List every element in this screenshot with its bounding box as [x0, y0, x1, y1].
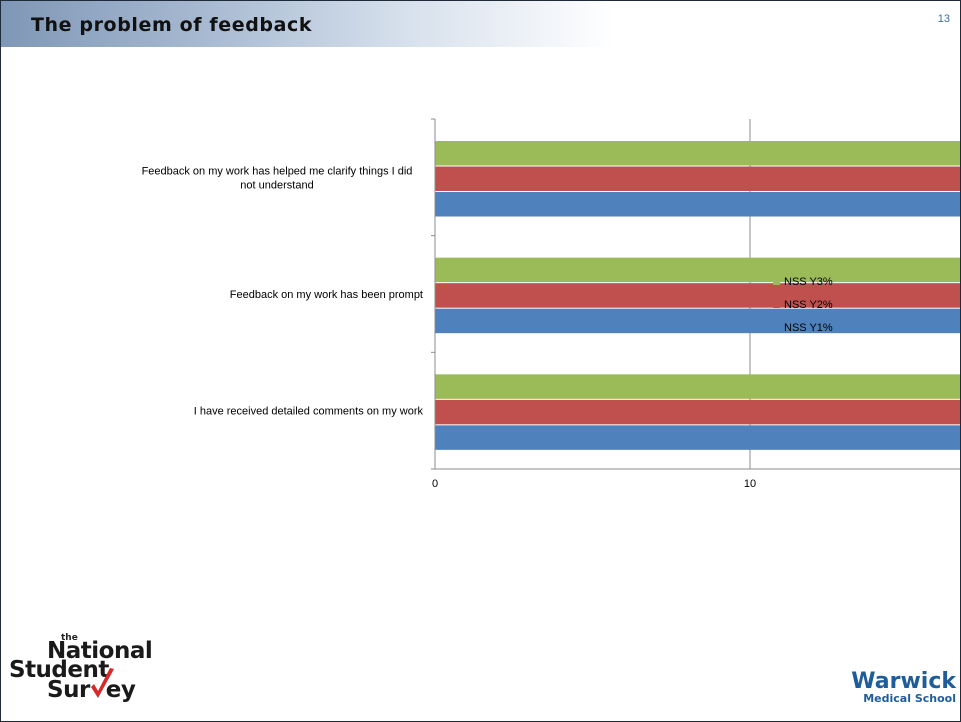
bar	[435, 192, 960, 217]
red-check-icon	[91, 668, 114, 698]
legend-swatch	[773, 301, 780, 308]
x-tick-label: 10	[744, 478, 756, 490]
nss-logo-national: National	[47, 638, 153, 664]
legend-entry: NSS Y1%	[784, 322, 833, 334]
legend-swatch	[773, 324, 780, 331]
bar	[435, 399, 960, 425]
nss-logo-student: Student	[9, 657, 109, 683]
category-label: I have received detailed comments on my …	[194, 406, 424, 418]
nss-logo-survey: Sur ey	[47, 677, 136, 703]
nss-logo-the: the	[61, 633, 78, 643]
slide-number: 13	[937, 13, 950, 25]
bar	[435, 257, 960, 283]
medical-school-logo-text: Medical School	[863, 692, 956, 705]
legend-entry: NSS Y3%	[784, 276, 833, 288]
nss-logo-ey: ey	[105, 677, 136, 703]
national-student-survey-logo: the National Student Sur ey	[9, 633, 159, 711]
bar	[435, 425, 960, 450]
slide-header: The problem of feedback 13	[1, 1, 960, 47]
warwick-medical-school-logo: Warwick Medical School	[851, 671, 956, 705]
bar	[435, 141, 960, 166]
bar	[435, 283, 960, 308]
nss-logo-sur: Sur	[47, 677, 90, 703]
bar	[435, 308, 960, 334]
legend-swatch	[773, 278, 780, 285]
warwick-logo-text: Warwick	[851, 669, 956, 694]
legend-entry: NSS Y2%	[784, 299, 833, 311]
category-label: not understand	[240, 179, 313, 191]
bar	[435, 166, 960, 191]
category-label: Feedback on my work has helped me clarif…	[142, 165, 413, 177]
x-tick-label: 0	[432, 478, 438, 490]
slide-title: The problem of feedback	[31, 14, 313, 36]
category-label: Feedback on my work has been prompt	[230, 289, 423, 301]
bar	[435, 374, 960, 399]
